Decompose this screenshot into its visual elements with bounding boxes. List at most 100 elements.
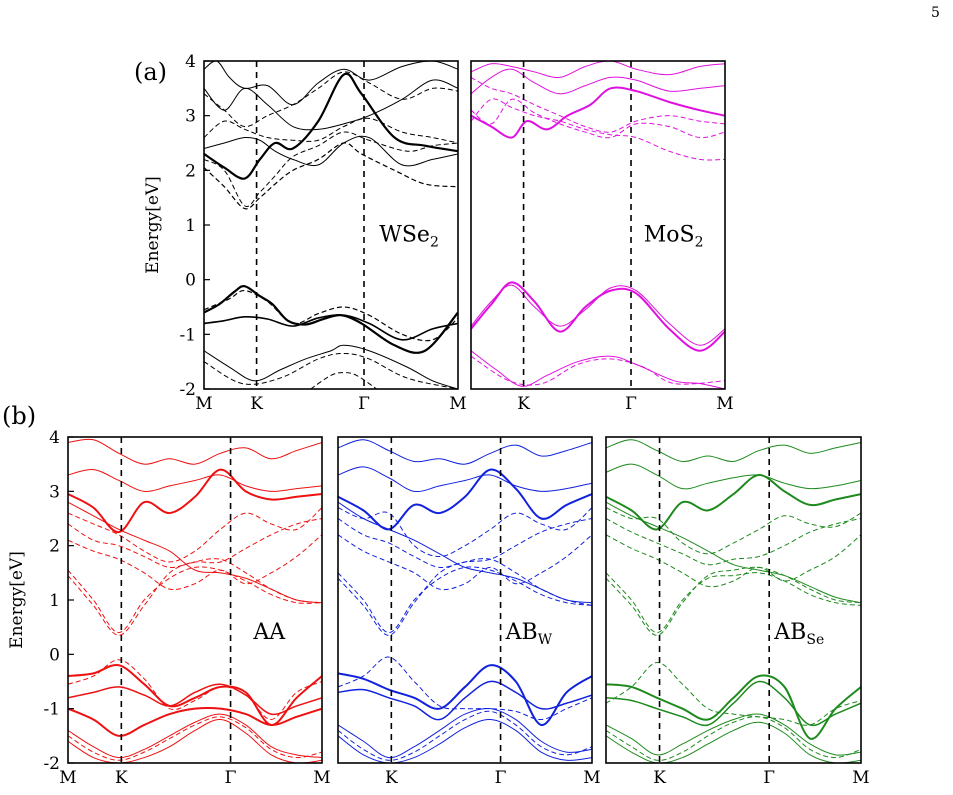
band-11 (338, 566, 592, 634)
band-10 (471, 76, 725, 133)
plot-frame (470, 60, 726, 390)
band-9 (204, 79, 458, 131)
x-tick-label: M (852, 768, 869, 788)
band-9 (338, 439, 592, 465)
band-9 (68, 469, 322, 492)
y-axis-label: Energy[eV] (143, 176, 163, 274)
material-label: MoS2 (644, 222, 704, 250)
band-12 (204, 131, 458, 208)
band-12 (606, 534, 861, 588)
band-3 (204, 289, 458, 342)
band-5 (68, 713, 322, 759)
x-tick-label: Γ (358, 394, 370, 414)
panel-label-a: (a) (134, 58, 167, 86)
band-4 (606, 713, 861, 756)
material-label: AA (252, 620, 286, 645)
band-14 (204, 71, 458, 128)
x-tick-label: M (583, 768, 600, 788)
band-8 (471, 98, 725, 161)
band-7 (68, 716, 322, 761)
band-7 (471, 61, 725, 79)
material-label: WSe2 (379, 222, 439, 250)
band-5 (471, 86, 725, 139)
y-tick-label: 3 (49, 482, 60, 502)
y-tick-label: 4 (49, 428, 60, 448)
x-tick-label: M (59, 768, 76, 788)
band-3 (606, 661, 861, 726)
x-tick-label: M (716, 394, 733, 414)
band-8 (204, 135, 458, 167)
band-16 (68, 501, 322, 604)
chart-panel-5: K Γ M ABSe (605, 436, 870, 788)
band-lines (204, 61, 458, 389)
band-3 (338, 656, 592, 721)
band-4 (68, 706, 322, 737)
x-tick-label: Γ (495, 768, 507, 788)
band-13 (68, 534, 322, 591)
band-2 (204, 314, 458, 341)
band-1 (338, 664, 592, 726)
band-8 (68, 468, 322, 534)
band-4 (204, 344, 458, 389)
plot-frame (605, 436, 862, 764)
x-tick-label: M (313, 768, 330, 788)
band-3 (68, 659, 322, 721)
y-tick-label: 2 (185, 161, 196, 181)
band-13 (204, 117, 458, 144)
y-tick-label: 0 (49, 645, 60, 665)
x-tick-label: M (449, 394, 466, 414)
band-14 (606, 507, 861, 555)
band-6 (68, 719, 322, 763)
y-tick-label: 2 (49, 537, 60, 557)
band-10 (338, 558, 592, 636)
band-5 (204, 352, 458, 389)
band-lines (68, 438, 322, 763)
band-1 (204, 285, 458, 354)
band-2 (68, 683, 322, 716)
y-tick-label: -2 (43, 754, 60, 774)
band-7 (606, 474, 861, 531)
band-15 (338, 501, 592, 604)
band-12 (68, 566, 322, 634)
x-tick-label: K (385, 768, 398, 788)
page-number: 5 (931, 5, 940, 21)
band-10 (68, 438, 322, 465)
y-tick-label: -1 (43, 700, 60, 720)
y-tick-label: 3 (185, 107, 196, 127)
x-tick-label: Γ (625, 394, 637, 414)
y-tick-label: 1 (185, 216, 196, 236)
y-tick-label: 0 (185, 271, 196, 291)
band-2 (471, 284, 725, 346)
band-9 (606, 439, 861, 462)
band-lines (471, 61, 725, 389)
y-tick-label: -1 (179, 325, 196, 345)
band-15 (68, 507, 322, 563)
band-8 (606, 463, 861, 490)
x-tick-label: K (115, 768, 128, 788)
panel-label-b: (b) (2, 402, 36, 430)
band-11 (204, 142, 458, 210)
band-10 (606, 566, 861, 636)
band-14 (68, 518, 322, 568)
band-7 (338, 468, 592, 531)
band-12 (338, 534, 592, 591)
band-1 (68, 663, 322, 726)
band-15 (606, 501, 861, 604)
band-2 (606, 680, 861, 727)
band-1 (606, 674, 861, 740)
band-6 (310, 372, 377, 389)
chart-panel-4: K Γ M ABW (337, 436, 601, 788)
band-5 (606, 721, 861, 763)
band-lines (606, 439, 861, 763)
band-13 (338, 518, 592, 568)
x-tick-label: Γ (225, 768, 237, 788)
band-10 (204, 61, 458, 106)
band-6 (471, 68, 725, 95)
band-4 (471, 355, 725, 386)
x-tick-label: K (653, 768, 666, 788)
y-tick-label: 1 (49, 591, 60, 611)
band-1 (471, 281, 725, 352)
